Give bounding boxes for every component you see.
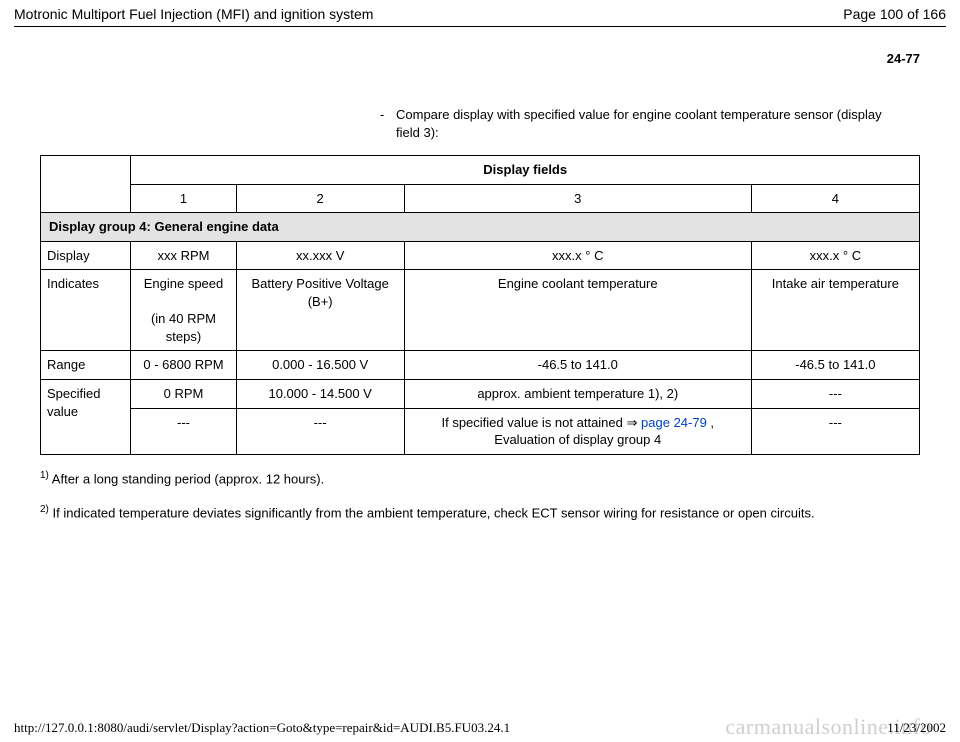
cell: Engine coolant temperature	[404, 270, 751, 351]
cell: -46.5 to 141.0	[404, 351, 751, 380]
row-display: Display xxx RPM xx.xxx V xxx.x ° C xxx.x…	[41, 241, 920, 270]
col-header-2: 2	[236, 184, 404, 213]
cell: xxx.x ° C	[404, 241, 751, 270]
row-label: Indicates	[41, 270, 131, 351]
group-header-row: Display group 4: General engine data	[41, 213, 920, 242]
footnote-1: 1) After a long standing period (approx.…	[40, 469, 920, 489]
cell: xxx.x ° C	[751, 241, 919, 270]
cell: If specified value is not attained ⇒ pag…	[404, 408, 751, 454]
cell: ---	[131, 408, 236, 454]
cell: 0 - 6800 RPM	[131, 351, 236, 380]
col-header-3: 3	[404, 184, 751, 213]
cell: xx.xxx V	[236, 241, 404, 270]
cell-line: (in 40 RPM steps)	[151, 311, 216, 344]
page-count: Page 100 of 166	[843, 6, 946, 22]
row-specified-2: --- --- If specified value is not attain…	[41, 408, 920, 454]
cell-line: Engine speed	[144, 276, 224, 291]
row-range: Range 0 - 6800 RPM 0.000 - 16.500 V -46.…	[41, 351, 920, 380]
instruction-row: - Compare display with specified value f…	[0, 106, 960, 141]
instruction-dash: -	[380, 106, 396, 141]
table-corner-blank	[41, 156, 131, 213]
cell: ---	[751, 408, 919, 454]
footnote-text: After a long standing period (approx. 12…	[49, 471, 324, 486]
col-header-1: 1	[131, 184, 236, 213]
cell: ---	[751, 380, 919, 409]
row-indicates: Indicates Engine speed (in 40 RPM steps)…	[41, 270, 920, 351]
footer-date: 11/23/2002	[887, 720, 946, 736]
display-fields-header: Display fields	[131, 156, 920, 185]
footnote-2: 2) If indicated temperature deviates sig…	[40, 503, 920, 523]
cell: -46.5 to 141.0	[751, 351, 919, 380]
footnote-text: If indicated temperature deviates signif…	[49, 505, 815, 520]
row-label: Specified value	[41, 380, 131, 455]
footer-url: http://127.0.0.1:8080/audi/servlet/Displ…	[14, 720, 510, 736]
cell: xxx RPM	[131, 241, 236, 270]
footnote-num: 1)	[40, 470, 49, 481]
doc-title: Motronic Multiport Fuel Injection (MFI) …	[14, 6, 373, 22]
header-bar: Motronic Multiport Fuel Injection (MFI) …	[0, 0, 960, 26]
cell: 10.000 - 14.500 V	[236, 380, 404, 409]
footer-bar: http://127.0.0.1:8080/audi/servlet/Displ…	[0, 720, 960, 736]
table-header-row-2: 1 2 3 4	[41, 184, 920, 213]
page-link[interactable]: page 24-79	[641, 415, 707, 430]
row-label: Display	[41, 241, 131, 270]
cell: ---	[236, 408, 404, 454]
page-reference: 24-77	[0, 27, 960, 66]
row-specified-1: Specified value 0 RPM 10.000 - 14.500 V …	[41, 380, 920, 409]
cell: 0 RPM	[131, 380, 236, 409]
arrow-icon: ⇒	[627, 415, 638, 430]
row-label: Range	[41, 351, 131, 380]
cell: approx. ambient temperature 1), 2)	[404, 380, 751, 409]
cell-text-pre: If specified value is not attained	[441, 415, 626, 430]
cell: Battery Positive Voltage (B+)	[236, 270, 404, 351]
instruction-text: Compare display with specified value for…	[396, 106, 900, 141]
col-header-4: 4	[751, 184, 919, 213]
cell: Engine speed (in 40 RPM steps)	[131, 270, 236, 351]
footnote-num: 2)	[40, 504, 49, 515]
cell: 0.000 - 16.500 V	[236, 351, 404, 380]
group-header-cell: Display group 4: General engine data	[41, 213, 920, 242]
table-header-row-1: Display fields	[41, 156, 920, 185]
display-fields-table: Display fields 1 2 3 4 Display group 4: …	[40, 155, 920, 455]
footnotes: 1) After a long standing period (approx.…	[40, 469, 920, 523]
cell: Intake air temperature	[751, 270, 919, 351]
